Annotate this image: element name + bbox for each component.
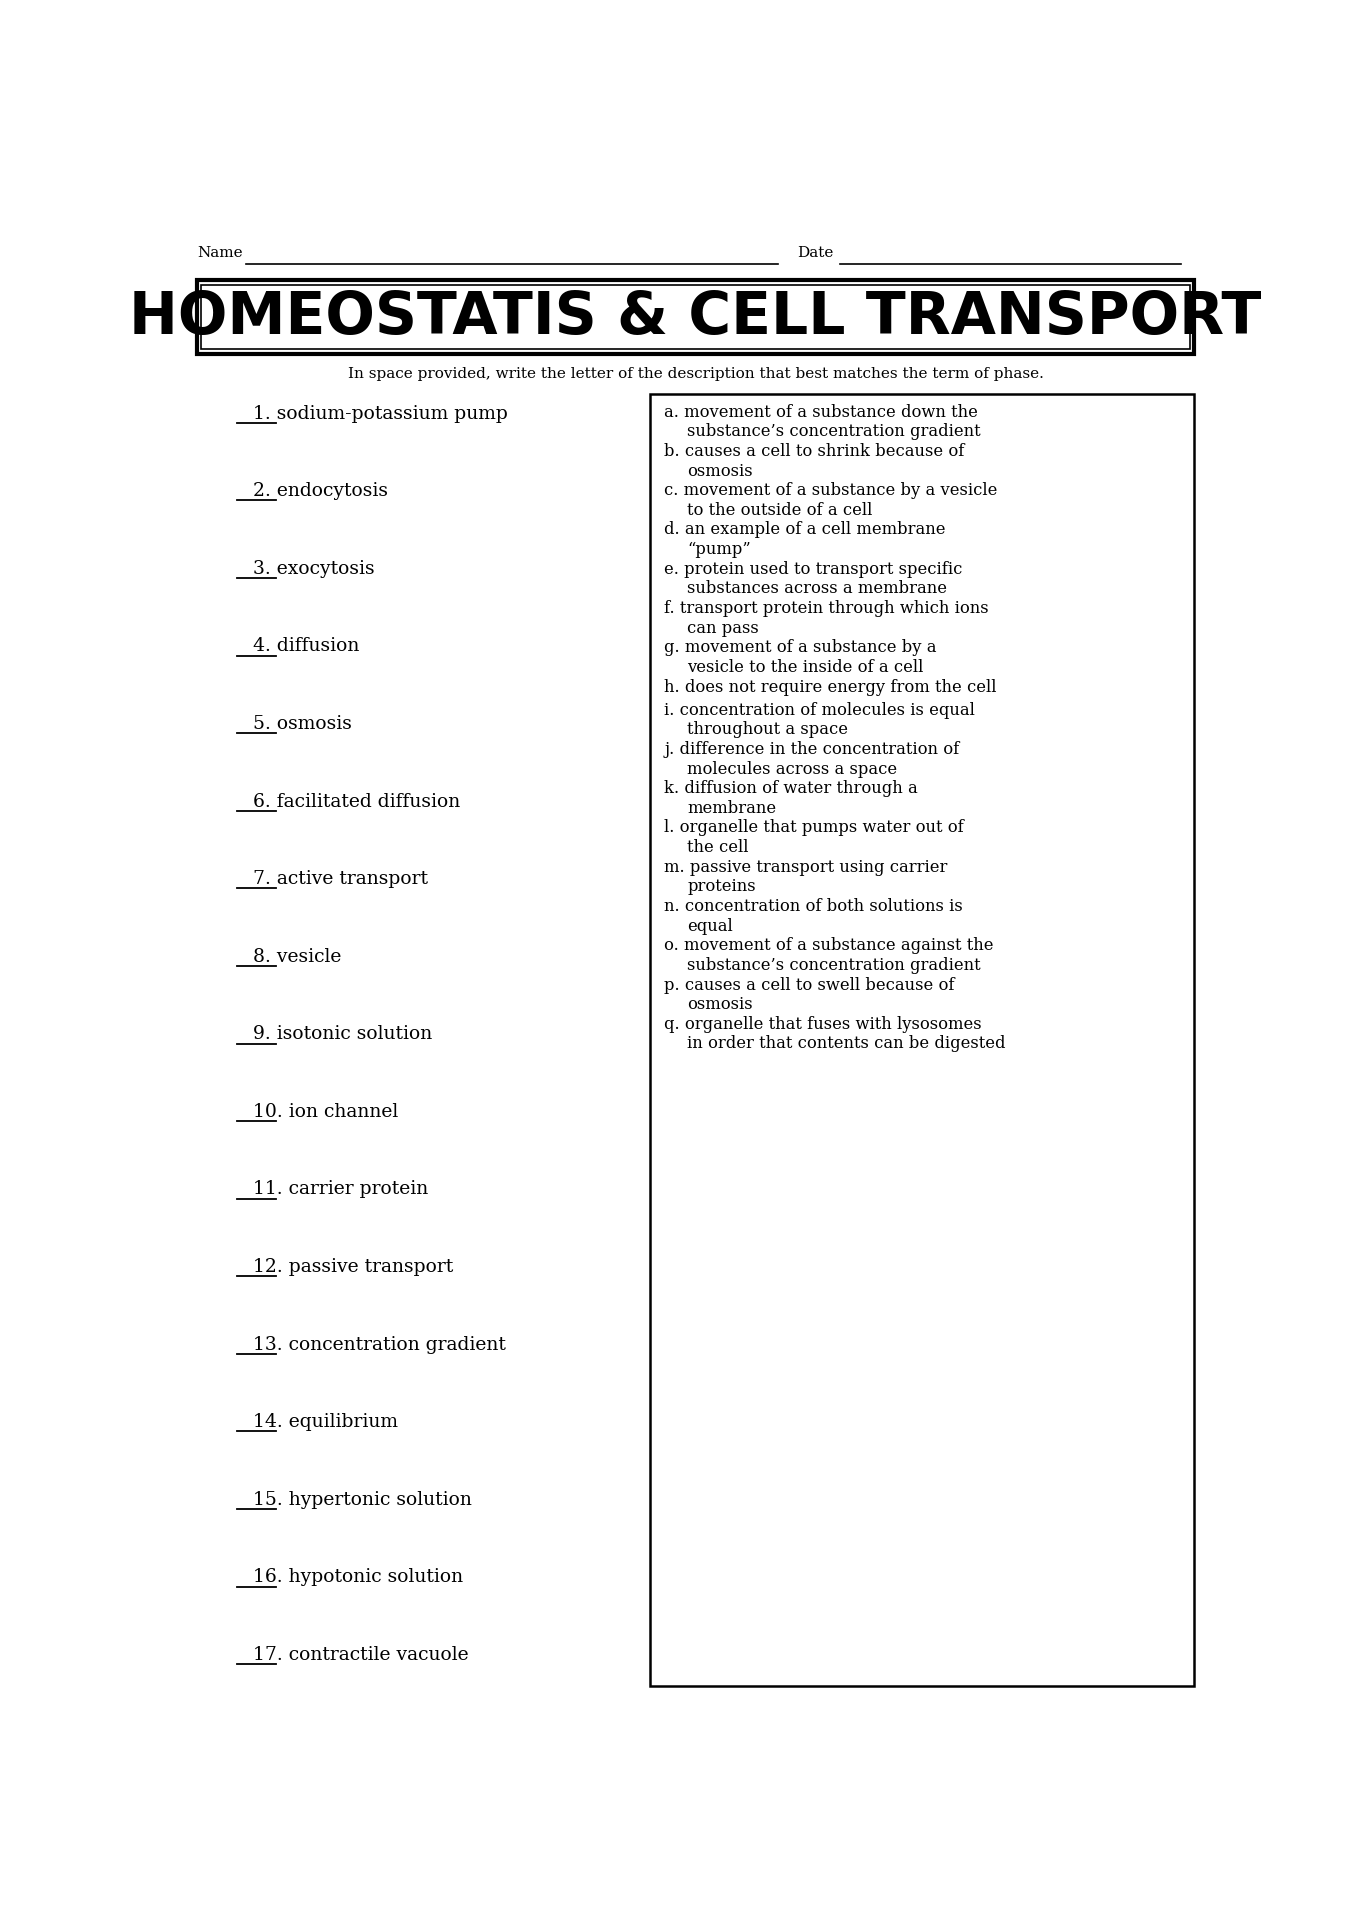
- Text: e. protein used to transport specific: e. protein used to transport specific: [664, 561, 963, 578]
- Text: in order that contents can be digested: in order that contents can be digested: [687, 1035, 1006, 1052]
- Text: k. diffusion of water through a: k. diffusion of water through a: [664, 780, 918, 797]
- Text: 10. ion channel: 10. ion channel: [254, 1102, 399, 1121]
- Text: m. passive transport using carrier: m. passive transport using carrier: [664, 858, 948, 876]
- Text: membrane: membrane: [687, 801, 777, 816]
- Text: 4. diffusion: 4. diffusion: [254, 637, 360, 655]
- Text: throughout a space: throughout a space: [687, 722, 849, 739]
- Text: proteins: proteins: [687, 877, 756, 895]
- Text: 6. facilitated diffusion: 6. facilitated diffusion: [254, 793, 460, 810]
- Text: 2. endocytosis: 2. endocytosis: [254, 482, 388, 501]
- Text: 7. active transport: 7. active transport: [254, 870, 429, 889]
- Text: 1. sodium-potassium pump: 1. sodium-potassium pump: [254, 405, 508, 422]
- Text: 14. equilibrium: 14. equilibrium: [254, 1413, 398, 1430]
- Text: 11. carrier protein: 11. carrier protein: [254, 1181, 429, 1198]
- Text: l. organelle that pumps water out of: l. organelle that pumps water out of: [664, 820, 964, 837]
- Text: osmosis: osmosis: [687, 463, 754, 480]
- Text: 12. passive transport: 12. passive transport: [254, 1258, 454, 1277]
- Text: substance’s concentration gradient: substance’s concentration gradient: [687, 422, 980, 440]
- Text: 3. exocytosis: 3. exocytosis: [254, 561, 375, 578]
- Text: 5. osmosis: 5. osmosis: [254, 714, 352, 733]
- Text: 9. isotonic solution: 9. isotonic solution: [254, 1025, 433, 1043]
- Text: molecules across a space: molecules across a space: [687, 760, 898, 778]
- Text: the cell: the cell: [687, 839, 750, 856]
- Text: equal: equal: [687, 918, 733, 935]
- Text: d. an example of a cell membrane: d. an example of a cell membrane: [664, 522, 945, 538]
- Text: Date: Date: [797, 246, 834, 259]
- Text: a. movement of a substance down the: a. movement of a substance down the: [664, 403, 978, 420]
- Text: c. movement of a substance by a vesicle: c. movement of a substance by a vesicle: [664, 482, 998, 499]
- Text: q. organelle that fuses with lysosomes: q. organelle that fuses with lysosomes: [664, 1016, 982, 1033]
- FancyBboxPatch shape: [201, 284, 1190, 349]
- Text: substance’s concentration gradient: substance’s concentration gradient: [687, 956, 980, 973]
- FancyBboxPatch shape: [197, 280, 1194, 353]
- Text: Name: Name: [197, 246, 243, 259]
- Text: b. causes a cell to shrink because of: b. causes a cell to shrink because of: [664, 444, 964, 461]
- Text: g. movement of a substance by a: g. movement of a substance by a: [664, 639, 937, 657]
- Text: 15. hypertonic solution: 15. hypertonic solution: [254, 1490, 473, 1509]
- Text: HOMEOSTATIS & CELL TRANSPORT: HOMEOSTATIS & CELL TRANSPORT: [129, 288, 1262, 346]
- Text: j. difference in the concentration of: j. difference in the concentration of: [664, 741, 960, 758]
- Text: p. causes a cell to swell because of: p. causes a cell to swell because of: [664, 977, 955, 993]
- Text: f. transport protein through which ions: f. transport protein through which ions: [664, 601, 989, 616]
- Text: to the outside of a cell: to the outside of a cell: [687, 501, 873, 518]
- Text: 13. concentration gradient: 13. concentration gradient: [254, 1336, 507, 1354]
- Text: h. does not require energy from the cell: h. does not require energy from the cell: [664, 678, 997, 695]
- Text: vesicle to the inside of a cell: vesicle to the inside of a cell: [687, 659, 923, 676]
- Text: “pump”: “pump”: [687, 541, 751, 559]
- Text: i. concentration of molecules is equal: i. concentration of molecules is equal: [664, 701, 975, 718]
- Text: osmosis: osmosis: [687, 996, 754, 1014]
- Text: can pass: can pass: [687, 620, 759, 637]
- FancyBboxPatch shape: [650, 394, 1194, 1686]
- Text: o. movement of a substance against the: o. movement of a substance against the: [664, 937, 994, 954]
- Text: n. concentration of both solutions is: n. concentration of both solutions is: [664, 899, 963, 916]
- Text: substances across a membrane: substances across a membrane: [687, 580, 948, 597]
- Text: 17. contractile vacuole: 17. contractile vacuole: [254, 1645, 469, 1665]
- Text: 8. vesicle: 8. vesicle: [254, 948, 342, 966]
- Text: 16. hypotonic solution: 16. hypotonic solution: [254, 1569, 463, 1586]
- Text: In space provided, write the letter of the description that best matches the ter: In space provided, write the letter of t…: [348, 367, 1043, 382]
